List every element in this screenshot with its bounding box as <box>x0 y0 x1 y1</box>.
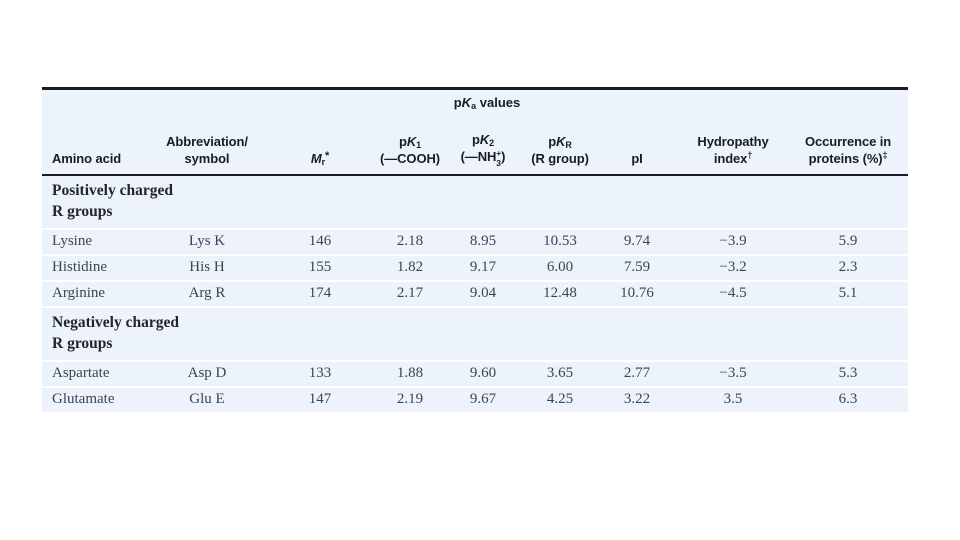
spanner-suffix: values <box>476 94 521 110</box>
cell-pk1: 1.88 <box>378 359 442 387</box>
spanner-sub: a <box>471 100 477 111</box>
cell-pk2: 8.95 <box>442 227 524 255</box>
cell-pk1: 2.17 <box>378 279 442 307</box>
cell-pk2: 9.17 <box>442 253 524 281</box>
cell-mr: 174 <box>262 279 378 307</box>
cell-mr: 147 <box>262 385 378 412</box>
col-header-abbreviation: Abbreviation/symbol <box>152 114 262 176</box>
col-header-pk1: pK1 (—COOH) <box>378 114 442 176</box>
cell-occurrence: 6.3 <box>788 385 909 412</box>
cell-pi: 3.22 <box>596 385 679 412</box>
cell-pi: 10.76 <box>596 279 679 307</box>
cell-occurrence: 5.1 <box>788 279 909 307</box>
cell-hydropathy: −3.9 <box>678 227 789 255</box>
col-header-amino-acid: Amino acid <box>42 114 152 176</box>
cell-pk1: 2.19 <box>378 385 442 412</box>
table-row-glutamate: Glutamate Glu E 147 2.19 9.67 4.25 3.22 … <box>42 385 909 412</box>
cell-mr: 133 <box>262 359 378 387</box>
amino-acid-properties-table: pKa values Amino acid Abbreviation/symbo… <box>42 87 909 412</box>
table-row-aspartate: Aspartate Asp D 133 1.88 9.60 3.65 2.77 … <box>42 359 909 387</box>
cell-pk1: 2.18 <box>378 227 442 255</box>
cell-pkr: 4.25 <box>524 385 597 412</box>
cell-hydropathy: −3.5 <box>678 359 789 387</box>
cell-pkr: 3.65 <box>524 359 597 387</box>
cell-mr: 146 <box>262 227 378 255</box>
table-row-arginine: Arginine Arg R 174 2.17 9.04 12.48 10.76… <box>42 279 909 307</box>
col-header-occurrence: Occurrence in proteins (%)‡ <box>788 114 909 176</box>
cell-pk2: 9.04 <box>442 279 524 307</box>
cell-abbrev: Arg R <box>152 279 262 307</box>
pka-spanner-row: pKa values <box>42 87 909 114</box>
col-header-mr: Mr* <box>262 114 378 176</box>
table-row-histidine: Histidine His H 155 1.82 9.17 6.00 7.59 … <box>42 253 909 281</box>
col-header-hydropathy: Hydropathy index† <box>678 114 789 176</box>
cell-pk2: 9.67 <box>442 385 524 412</box>
table-row-lysine: Lysine Lys K 146 2.18 8.95 10.53 9.74 −3… <box>42 227 909 255</box>
cell-abbrev: His H <box>152 253 262 281</box>
cell-hydropathy: 3.5 <box>678 385 789 412</box>
nh3-plus-stack: +3 <box>496 148 502 168</box>
cell-pi: 2.77 <box>596 359 679 387</box>
cell-name: Arginine <box>42 279 152 307</box>
cell-hydropathy: −4.5 <box>678 279 789 307</box>
cell-name: Aspartate <box>42 359 152 387</box>
col-header-pk2: pK2 (—NH +3) <box>442 114 524 176</box>
col-header-pkr: pKR (R group) <box>524 114 597 176</box>
cell-pkr: 6.00 <box>524 253 597 281</box>
cell-mr: 155 <box>262 253 378 281</box>
cell-abbrev: Glu E <box>152 385 262 412</box>
cell-name: Histidine <box>42 253 152 281</box>
spanner-text: p <box>453 94 462 110</box>
cell-pi: 7.59 <box>596 253 679 281</box>
cell-occurrence: 5.3 <box>788 359 909 387</box>
col-header-pi: pI <box>596 114 679 176</box>
cell-name: Glutamate <box>42 385 152 412</box>
section-negatively-charged: Negatively charged R groups <box>42 305 909 361</box>
cell-pkr: 12.48 <box>524 279 597 307</box>
cell-name: Lysine <box>42 227 152 255</box>
column-header-row: Amino acid Abbreviation/symbol Mr* pK1 (—… <box>42 114 909 176</box>
spanner-spacer-left <box>42 87 378 114</box>
cell-hydropathy: −3.2 <box>678 253 789 281</box>
cell-pkr: 10.53 <box>524 227 597 255</box>
spanner-k: K <box>461 94 472 110</box>
cell-occurrence: 2.3 <box>788 253 909 281</box>
cell-abbrev: Lys K <box>152 227 262 255</box>
pka-values-spanner: pKa values <box>378 87 597 114</box>
cell-abbrev: Asp D <box>152 359 262 387</box>
data-table: pKa values Amino acid Abbreviation/symbo… <box>42 87 909 412</box>
spanner-spacer-right <box>596 87 909 114</box>
cell-pi: 9.74 <box>596 227 679 255</box>
cell-occurrence: 5.9 <box>788 227 909 255</box>
cell-pk1: 1.82 <box>378 253 442 281</box>
cell-pk2: 9.60 <box>442 359 524 387</box>
section-positively-charged: Positively charged R groups <box>42 175 909 229</box>
